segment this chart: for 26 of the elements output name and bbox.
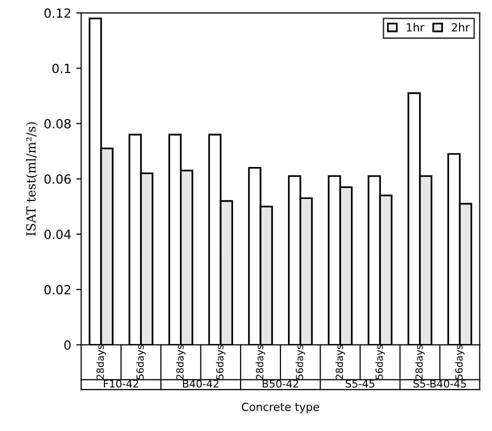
legend-label: 1hr: [406, 22, 424, 32]
x-axis-title: Concrete type: [242, 402, 320, 414]
x-tick-label: 56days: [136, 345, 146, 380]
x-tick-label: 28days: [256, 345, 266, 380]
x-tick-label: 28days: [336, 345, 345, 380]
text: B40-42: [183, 380, 218, 388]
x-tick-label: 28days: [176, 345, 186, 380]
text: S5-B40-45: [414, 380, 466, 388]
y-tick-label: 0.02: [44, 284, 70, 294]
text: F10-42: [104, 380, 138, 388]
y-tick-label: 0.08: [44, 119, 71, 128]
legend-label: 2hr: [452, 22, 470, 32]
x-tick-label: 28days: [415, 345, 425, 380]
y-tick-label: 0.04: [44, 230, 71, 240]
y-tick-label: 0.06: [44, 174, 71, 184]
y-axis-title: ISAT test(ml/m²/s): [26, 122, 38, 236]
text: S5-45: [346, 380, 374, 388]
x-tick-label: 28days: [96, 345, 106, 380]
y-tick-label: 0: [64, 340, 71, 350]
text: B50-42: [262, 380, 298, 388]
y-tick-label: 0.1: [52, 64, 70, 74]
x-tick-label: 56days: [296, 345, 306, 380]
x-tick-label: 56days: [375, 345, 385, 380]
x-tick-label: 56days: [216, 345, 226, 380]
x-tick-label: 56days: [455, 345, 464, 380]
y-tick-label: 0.12: [44, 8, 70, 18]
